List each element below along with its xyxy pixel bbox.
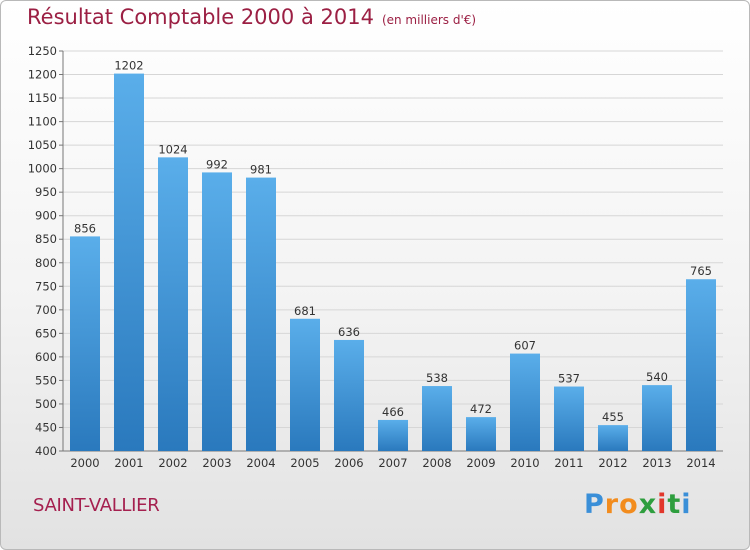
x-tick-label: 2000 bbox=[70, 456, 99, 470]
data-label: 992 bbox=[206, 157, 228, 171]
x-tick-label: 2008 bbox=[422, 456, 451, 470]
x-tick-label: 2014 bbox=[686, 456, 715, 470]
bar-2011 bbox=[554, 386, 584, 451]
y-tick-label: 1100 bbox=[28, 115, 57, 129]
y-tick-label: 650 bbox=[35, 326, 57, 340]
data-label: 1202 bbox=[114, 59, 143, 73]
x-tick-label: 2001 bbox=[114, 456, 143, 470]
chart-subtitle: (en milliers d'€) bbox=[381, 13, 477, 27]
logo-letter: r bbox=[604, 489, 620, 520]
bar-2002 bbox=[158, 157, 188, 451]
proxiti-logo[interactable]: Proxiti bbox=[584, 489, 692, 520]
x-tick-label: 2003 bbox=[202, 456, 231, 470]
data-label: 537 bbox=[558, 372, 580, 386]
data-label: 540 bbox=[646, 370, 668, 384]
data-label: 472 bbox=[470, 402, 492, 416]
y-tick-label: 1050 bbox=[28, 138, 57, 152]
bar-2001 bbox=[114, 73, 144, 452]
y-tick-label: 500 bbox=[35, 397, 57, 411]
chart-title: Résultat Comptable 2000 à 2014 bbox=[27, 5, 374, 29]
x-tick-label: 2002 bbox=[158, 456, 187, 470]
bar-2008 bbox=[422, 386, 452, 451]
data-label: 636 bbox=[338, 325, 360, 339]
data-label: 538 bbox=[426, 371, 448, 385]
x-tick-label: 2013 bbox=[642, 456, 671, 470]
y-tick-label: 600 bbox=[35, 350, 57, 364]
bars bbox=[70, 73, 716, 452]
y-tick-label: 900 bbox=[35, 209, 57, 223]
y-tick-label: 850 bbox=[35, 232, 57, 246]
data-label: 1024 bbox=[158, 142, 187, 156]
logo-letter: i bbox=[657, 489, 668, 520]
bar-2013 bbox=[642, 385, 672, 451]
data-label: 455 bbox=[602, 410, 624, 424]
bar-2005 bbox=[290, 318, 320, 451]
x-tick-label: 2012 bbox=[598, 456, 627, 470]
bar-2006 bbox=[334, 339, 364, 451]
bar-2009 bbox=[466, 417, 496, 451]
data-label: 466 bbox=[382, 405, 404, 419]
y-tick-label: 800 bbox=[35, 256, 57, 270]
data-label: 856 bbox=[74, 221, 96, 235]
logo-letter: o bbox=[619, 489, 639, 520]
data-labels: 856 1202 1024 992 981 681 636 466 538 472 607 537 45… bbox=[74, 59, 712, 425]
logo-letter: x bbox=[638, 489, 658, 520]
y-tick-label: 700 bbox=[35, 303, 57, 317]
bar-2010 bbox=[510, 353, 540, 451]
x-tick-label: 2011 bbox=[554, 456, 583, 470]
logo-letter: P bbox=[584, 489, 605, 520]
x-axis-labels: 2000 2001 2002 2003 2004 2005 2006 2007 2008 2009… bbox=[70, 456, 715, 470]
commune-name: SAINT-VALLIER bbox=[33, 495, 160, 516]
logo-letter: i bbox=[681, 489, 692, 520]
x-tick-label: 2006 bbox=[334, 456, 363, 470]
bar-2007 bbox=[378, 419, 408, 451]
data-label: 681 bbox=[294, 304, 316, 318]
y-tick-label: 450 bbox=[35, 420, 57, 434]
bar-2000 bbox=[70, 236, 100, 451]
y-tick-label: 750 bbox=[35, 279, 57, 293]
logo-letter: t bbox=[667, 489, 682, 520]
bar-2012 bbox=[598, 425, 628, 451]
x-tick-label: 2004 bbox=[246, 456, 275, 470]
bar-2003 bbox=[202, 172, 232, 452]
bar-2004 bbox=[246, 177, 276, 451]
y-tick-label: 950 bbox=[35, 185, 57, 199]
bar-2014 bbox=[686, 279, 716, 451]
y-tick-label: 1200 bbox=[28, 68, 57, 82]
y-tick-label: 400 bbox=[35, 444, 57, 458]
x-tick-label: 2010 bbox=[510, 456, 539, 470]
x-tick-label: 2005 bbox=[290, 456, 319, 470]
data-label: 981 bbox=[250, 163, 272, 177]
y-tick-label: 1250 bbox=[28, 44, 57, 58]
chart-title-block: Résultat Comptable 2000 à 2014 (en millie… bbox=[27, 5, 476, 29]
y-tick-label: 1150 bbox=[28, 91, 57, 105]
data-label: 765 bbox=[690, 264, 712, 278]
y-tick-label: 550 bbox=[35, 373, 57, 387]
y-tick-label: 1000 bbox=[28, 162, 57, 176]
x-tick-label: 2009 bbox=[466, 456, 495, 470]
x-tick-label: 2007 bbox=[378, 456, 407, 470]
data-label: 607 bbox=[514, 339, 536, 353]
